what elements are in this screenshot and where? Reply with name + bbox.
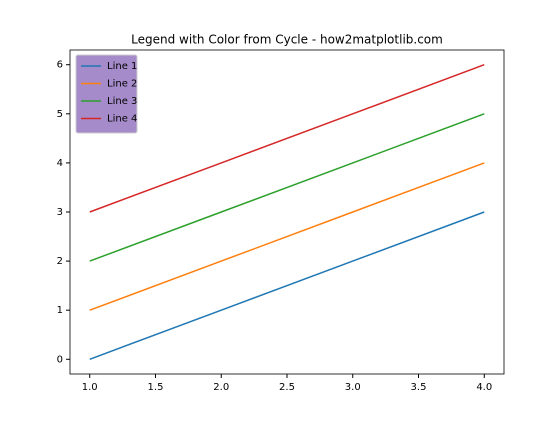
line: [89, 113, 485, 262]
line: [89, 64, 485, 213]
legend-label: Line 4: [107, 114, 137, 125]
chart-title: Legend with Color from Cycle - how2matpl…: [131, 33, 443, 47]
line: [89, 211, 485, 360]
x-tick-label: 1.5: [148, 382, 164, 393]
y-tick-label: 4: [57, 158, 63, 169]
x-tick-label: 2.0: [213, 382, 229, 393]
y-tick-label: 3: [57, 207, 63, 218]
legend-label: Line 3: [107, 96, 137, 107]
legend-label: Line 2: [107, 79, 137, 90]
x-tick-label: 2.5: [279, 382, 295, 393]
y-tick-label: 0: [57, 354, 63, 365]
x-tick-label: 3.0: [345, 382, 361, 393]
plot-frame: [69, 49, 505, 375]
line: [89, 162, 485, 311]
y-tick-label: 6: [57, 60, 63, 71]
x-tick-label: 1.0: [82, 382, 98, 393]
x-tick-label: 3.5: [411, 382, 427, 393]
y-tick-label: 2: [57, 256, 63, 267]
y-tick-label: 5: [57, 109, 63, 120]
y-tick-label: 1: [57, 305, 63, 316]
x-tick-label: 4.0: [476, 382, 492, 393]
legend-label: Line 1: [107, 61, 137, 72]
legend-box: [75, 54, 138, 134]
